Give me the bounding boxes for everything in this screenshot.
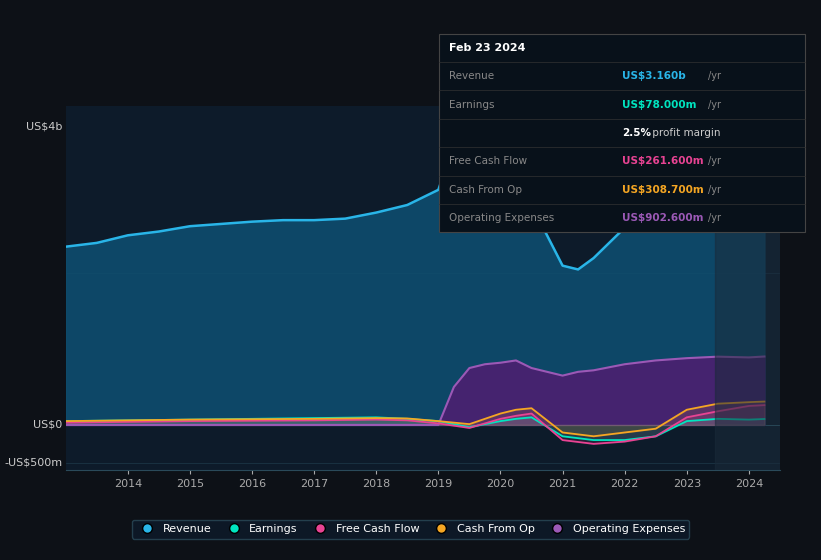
Bar [715,106,780,470]
Text: Free Cash Flow: Free Cash Flow [449,156,527,166]
Text: 2.5%: 2.5% [622,128,651,138]
Text: /yr: /yr [709,213,721,223]
Text: US$902.600m: US$902.600m [622,213,704,223]
Text: Operating Expenses: Operating Expenses [449,213,554,223]
Text: /yr: /yr [709,71,721,81]
Text: US$0: US$0 [33,420,62,430]
Text: US$3.160b: US$3.160b [622,71,686,81]
Text: /yr: /yr [709,185,721,195]
Text: profit margin: profit margin [649,128,721,138]
Legend: Revenue, Earnings, Free Cash Flow, Cash From Op, Operating Expenses: Revenue, Earnings, Free Cash Flow, Cash … [131,520,690,539]
Text: US$4b: US$4b [25,122,62,132]
Text: -US$500m: -US$500m [4,458,62,468]
Text: /yr: /yr [709,100,721,110]
Text: US$261.600m: US$261.600m [622,156,704,166]
Text: Earnings: Earnings [449,100,494,110]
Text: US$78.000m: US$78.000m [622,100,696,110]
Text: US$308.700m: US$308.700m [622,185,704,195]
Text: Cash From Op: Cash From Op [449,185,522,195]
Text: Feb 23 2024: Feb 23 2024 [449,43,525,53]
Text: /yr: /yr [709,156,721,166]
Text: Revenue: Revenue [449,71,494,81]
